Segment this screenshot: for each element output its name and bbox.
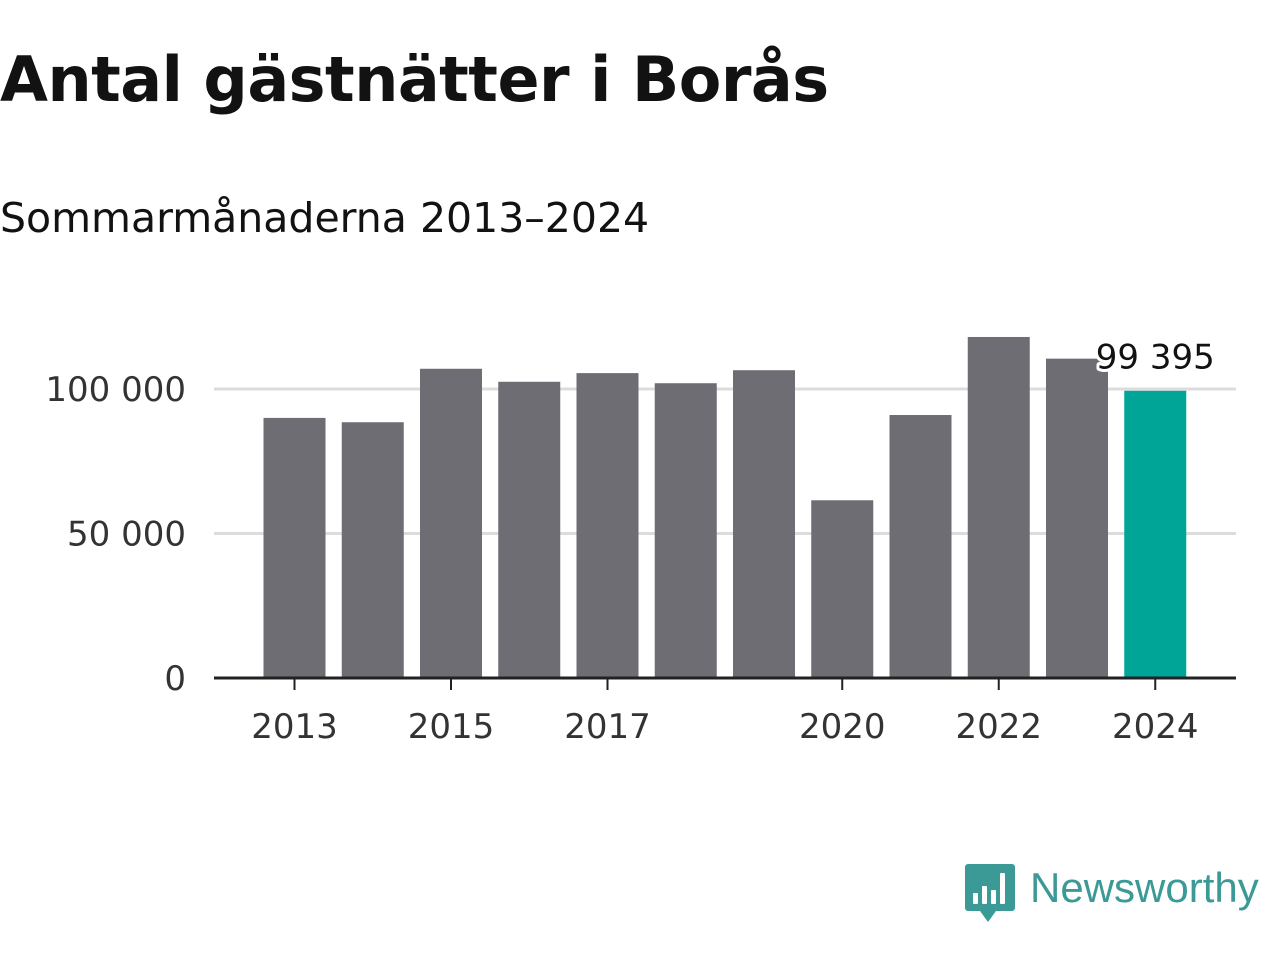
bar-2021 [889,415,952,678]
x-tick-label: 2017 [564,707,651,747]
bar-2022 [967,336,1030,678]
x-tick-label: 2020 [799,707,886,747]
bar-2016 [498,381,561,678]
bar-2018 [654,383,717,678]
y-tick-label: 0 [164,659,186,699]
x-tick-label: 2024 [1112,707,1199,747]
bar-2024 [1124,390,1187,678]
bar-2013 [263,417,326,678]
axes [214,676,1236,690]
bar-2020 [811,500,874,678]
labels: 0 50 000 100 000 2013 2015 2017 2020 2022 2024 99… [45,335,1217,747]
bar-2023 [1046,358,1108,678]
newsworthy-logo: Newsworthy [964,862,1259,926]
x-tick-label: 2015 [408,707,495,747]
newsworthy-chart-bubble-icon [965,864,1015,922]
x-tick-label: 2022 [955,707,1042,747]
bar-2015 [420,368,482,678]
newsworthy-brand-name: Newsworthy [1030,864,1259,911]
bar-2014 [341,422,404,678]
data-label-2024: 99 395 [1096,338,1215,378]
bar-2019 [733,370,795,678]
bars [263,336,1187,678]
chart-title: Antal gästnätter i Borås [0,43,829,116]
chart-subtitle: Sommarmånaderna 2013–2024 [0,194,650,242]
bar-2017 [576,373,639,678]
y-tick-label: 50 000 [67,515,186,555]
x-tick-label: 2013 [251,707,338,747]
y-tick-label: 100 000 [45,370,186,410]
